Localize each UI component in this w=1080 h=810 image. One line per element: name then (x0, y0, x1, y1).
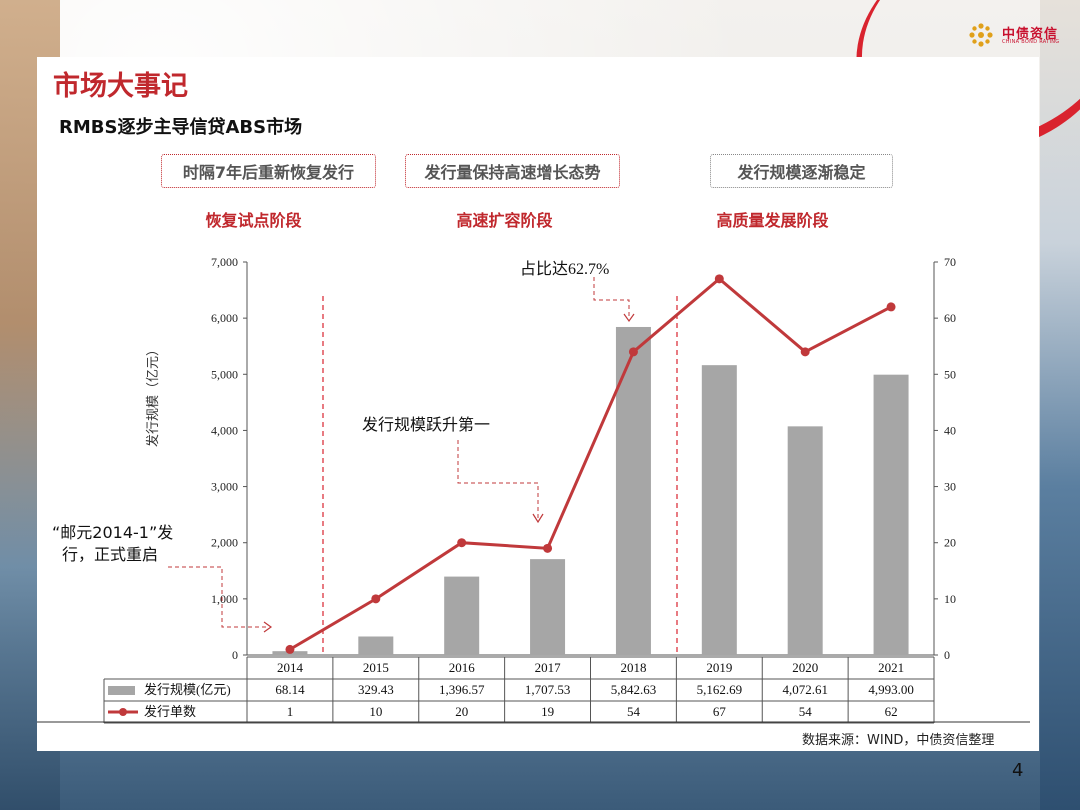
background-right-photo (1040, 0, 1080, 810)
y-tick-label-left: 6,000 (211, 311, 238, 325)
annotation-connector-restart (168, 566, 268, 628)
line-point (371, 594, 381, 604)
annotation-restart-line2: 行，正式重启 (62, 545, 159, 564)
x-tick-label: 2020 (792, 660, 818, 675)
annotation-share-value: 62.7% (568, 261, 610, 278)
annotation-connector-share (593, 277, 630, 318)
bar (444, 576, 480, 655)
bar-value-label: 1,707.53 (525, 682, 571, 697)
line-value-label: 54 (627, 704, 641, 719)
annotation-arrow-restart (263, 621, 273, 633)
bar-value-label: 1,396.57 (439, 682, 485, 697)
line-point (285, 644, 295, 654)
annotation-connector-first-place (457, 440, 539, 519)
x-tick-label: 2018 (620, 660, 646, 675)
bar (358, 636, 394, 655)
bar (701, 365, 737, 655)
annotation-first-place: 发行规模跃升第一 (362, 415, 491, 434)
brand-logo: 中债资信 CHINA BOND RATING (966, 20, 1061, 50)
y-tick-label-right: 0 (944, 648, 950, 662)
legend-label-line: 发行单数 (144, 704, 196, 719)
annotation-arrow-first-place (532, 513, 544, 524)
bar (873, 374, 909, 655)
line-value-label: 10 (369, 704, 382, 719)
x-tick-label: 2019 (706, 660, 732, 675)
y-axis-label: 发行规模（亿元） (145, 343, 160, 447)
line-value-label: 20 (455, 704, 468, 719)
x-tick-label: 2017 (535, 660, 562, 675)
line-value-label: 19 (541, 704, 554, 719)
line-point (800, 347, 810, 357)
brand-name: 中债资信 (1002, 27, 1059, 42)
annotation-restart-line1: “邮元2014-1”发 (52, 523, 174, 542)
page-number: 4 (1012, 760, 1024, 781)
page-title: 市场大事记 (53, 71, 188, 102)
phase-3-box-text: 发行规模逐渐稳定 (737, 163, 866, 182)
line-point (543, 543, 553, 553)
y-tick-label-right: 50 (944, 367, 956, 381)
slide-subtitle: RMBS逐步主导信贷ABS市场 (59, 117, 303, 138)
phase-2-box-text: 发行量保持高速增长态势 (424, 163, 601, 182)
annotation-share: 占比达62.7% (520, 255, 609, 279)
x-tick-label: 2021 (878, 660, 904, 675)
bar (787, 426, 823, 655)
annotation-share-prefix: 占比达 (520, 259, 569, 278)
y-tick-label-left: 0 (232, 648, 238, 662)
phase-3-box: 发行规模逐渐稳定 (710, 154, 893, 188)
line-point (714, 274, 724, 284)
y-tick-label-right: 60 (944, 311, 956, 325)
y-tick-label-left: 7,000 (211, 255, 238, 269)
bar-value-label: 4,072.61 (782, 682, 828, 697)
y-tick-label-left: 4,000 (211, 423, 238, 437)
x-tick-label: 2015 (363, 660, 389, 675)
bar-value-label: 5,842.63 (611, 682, 657, 697)
bar-value-label: 68.14 (275, 682, 305, 697)
x-tick-label: 2016 (449, 660, 476, 675)
bar-value-label: 329.43 (358, 682, 394, 697)
legend-swatch-bars (108, 686, 135, 695)
legend-swatch-line-marker (119, 708, 127, 716)
annotation-arrow-share (623, 313, 635, 323)
phase-2-name: 高速扩容阶段 (456, 211, 553, 230)
line-value-label: 1 (287, 704, 294, 719)
y-tick-label-left: 5,000 (211, 367, 238, 381)
y-tick-label-left: 2,000 (211, 536, 238, 550)
bar-value-label: 5,162.69 (697, 682, 743, 697)
x-tick-label: 2014 (277, 660, 304, 675)
phase-3-name: 高质量发展阶段 (716, 211, 829, 230)
line-value-label: 67 (713, 704, 727, 719)
line-point (886, 302, 896, 312)
series-line (289, 276, 892, 651)
legend-label-bars: 发行规模(亿元) (144, 682, 231, 697)
y-tick-label-right: 10 (944, 592, 956, 606)
line-value-label: 62 (885, 704, 898, 719)
brand-logo-icon (969, 23, 993, 47)
bar (530, 559, 566, 655)
phase-1-box: 时隔7年后重新恢复发行 (161, 154, 376, 188)
brand-subname: CHINA BOND RATING (1002, 39, 1060, 45)
y-tick-label-right: 40 (944, 423, 956, 437)
y-tick-label-right: 20 (944, 536, 956, 550)
y-tick-label-left: 3,000 (211, 480, 238, 494)
bar-value-label: 4,993.00 (868, 682, 914, 697)
phase-1-box-text: 时隔7年后重新恢复发行 (182, 163, 355, 182)
line-point (457, 538, 467, 548)
line-point (628, 347, 638, 357)
data-source: 数据来源：WIND，中债资信整理 (802, 733, 995, 748)
y-tick-label-right: 30 (944, 480, 956, 494)
phase-1-name: 恢复试点阶段 (205, 211, 302, 230)
phase-2-box: 发行量保持高速增长态势 (405, 154, 620, 188)
y-tick-label-right: 70 (944, 255, 956, 269)
y-tick-label-left: 1,000 (211, 592, 238, 606)
line-value-label: 54 (799, 704, 813, 719)
